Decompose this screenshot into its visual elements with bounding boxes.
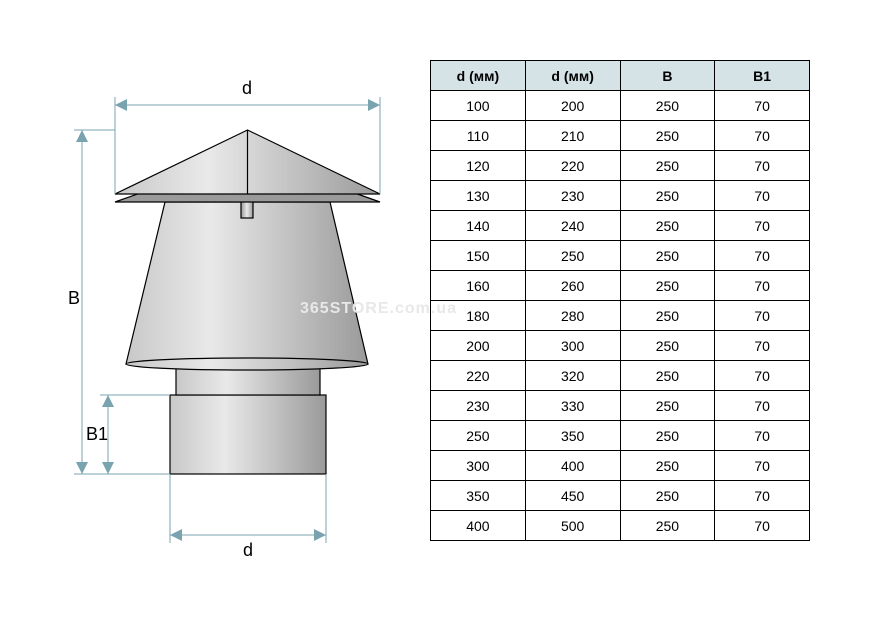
table-cell: 250: [620, 451, 715, 481]
table-row: 10020025070: [431, 91, 810, 121]
table-cell: 250: [620, 481, 715, 511]
table-cell: 300: [525, 331, 620, 361]
table-cell: 70: [715, 331, 810, 361]
table-cell: 70: [715, 421, 810, 451]
table-cell: 250: [620, 181, 715, 211]
table-row: 14024025070: [431, 211, 810, 241]
table-cell: 70: [715, 391, 810, 421]
table-row: 12022025070: [431, 151, 810, 181]
table-cell: 250: [620, 211, 715, 241]
table-row: 20030025070: [431, 331, 810, 361]
table-row: 23033025070: [431, 391, 810, 421]
table-cell: 70: [715, 511, 810, 541]
table-cell: 110: [431, 121, 526, 151]
table-cell: 70: [715, 241, 810, 271]
technical-drawing: d B B1 d: [0, 0, 430, 636]
table-cell: 240: [525, 211, 620, 241]
dim-label-B: B: [68, 288, 80, 309]
table-cell: 70: [715, 211, 810, 241]
table-cell: 200: [431, 331, 526, 361]
table-cell: 350: [525, 421, 620, 451]
dim-label-d-bottom: d: [243, 540, 253, 561]
table-header: B1: [715, 61, 810, 91]
dim-label-B1: B1: [86, 424, 108, 445]
table-row: 15025025070: [431, 241, 810, 271]
table-row: 30040025070: [431, 451, 810, 481]
dimensions-table-panel: d (мм)d (мм)BB1 100200250701102102507012…: [430, 0, 870, 636]
table-cell: 180: [431, 301, 526, 331]
table-row: 35045025070: [431, 481, 810, 511]
table-cell: 70: [715, 121, 810, 151]
table-cell: 250: [525, 241, 620, 271]
table-cell: 200: [525, 91, 620, 121]
table-cell: 250: [620, 151, 715, 181]
table-header: d (мм): [431, 61, 526, 91]
table-cell: 250: [620, 271, 715, 301]
table-cell: 350: [431, 481, 526, 511]
table-cell: 100: [431, 91, 526, 121]
table-cell: 70: [715, 301, 810, 331]
table-cell: 250: [620, 241, 715, 271]
table-cell: 160: [431, 271, 526, 301]
table-cell: 70: [715, 481, 810, 511]
table-cell: 220: [431, 361, 526, 391]
table-row: 40050025070: [431, 511, 810, 541]
table-row: 22032025070: [431, 361, 810, 391]
table-row: 18028025070: [431, 301, 810, 331]
dim-label-d-top: d: [242, 78, 252, 99]
table-cell: 250: [620, 361, 715, 391]
table-cell: 260: [525, 271, 620, 301]
table-cell: 140: [431, 211, 526, 241]
table-cell: 120: [431, 151, 526, 181]
table-cell: 400: [431, 511, 526, 541]
table-row: 11021025070: [431, 121, 810, 151]
table-cell: 250: [620, 121, 715, 151]
table-cell: 70: [715, 451, 810, 481]
table-cell: 70: [715, 91, 810, 121]
table-cell: 150: [431, 241, 526, 271]
table-cell: 450: [525, 481, 620, 511]
table-cell: 250: [620, 391, 715, 421]
table-row: 16026025070: [431, 271, 810, 301]
table-header: B: [620, 61, 715, 91]
table-cell: 280: [525, 301, 620, 331]
table-row: 13023025070: [431, 181, 810, 211]
table-cell: 330: [525, 391, 620, 421]
table-cell: 220: [525, 151, 620, 181]
table-cell: 230: [431, 391, 526, 421]
table-cell: 70: [715, 151, 810, 181]
table-cell: 130: [431, 181, 526, 211]
table-cell: 250: [620, 301, 715, 331]
table-cell: 320: [525, 361, 620, 391]
table-cell: 70: [715, 181, 810, 211]
table-cell: 500: [525, 511, 620, 541]
dimensions-table: d (мм)d (мм)BB1 100200250701102102507012…: [430, 60, 810, 541]
table-cell: 210: [525, 121, 620, 151]
table-cell: 250: [620, 91, 715, 121]
table-cell: 300: [431, 451, 526, 481]
table-header: d (мм): [525, 61, 620, 91]
table-cell: 250: [431, 421, 526, 451]
table-cell: 250: [620, 331, 715, 361]
chimney-cap-svg: [0, 0, 430, 636]
table-row: 25035025070: [431, 421, 810, 451]
table-cell: 400: [525, 451, 620, 481]
table-cell: 250: [620, 511, 715, 541]
table-cell: 70: [715, 361, 810, 391]
table-cell: 230: [525, 181, 620, 211]
table-cell: 70: [715, 271, 810, 301]
table-cell: 250: [620, 421, 715, 451]
